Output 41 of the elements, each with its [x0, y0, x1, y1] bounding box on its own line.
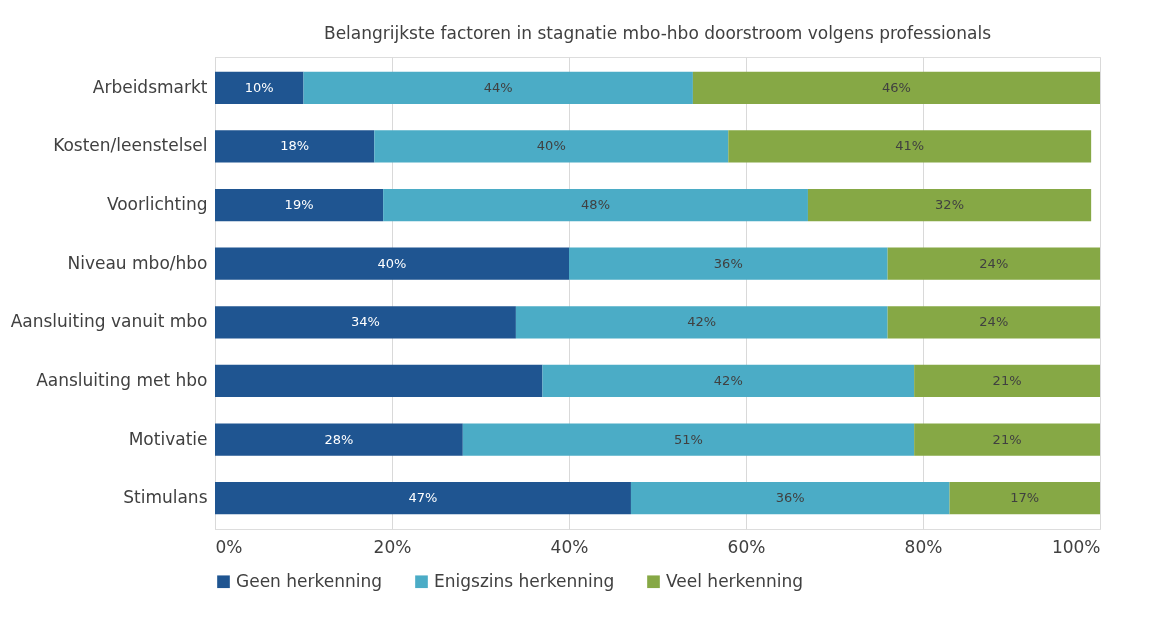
data-label: 17%: [1010, 490, 1040, 506]
data-label: 42%: [687, 314, 717, 330]
data-label: 48%: [581, 197, 610, 213]
y-tick-label: Stimulans: [123, 487, 208, 508]
x-tick-label: 80%: [904, 536, 943, 557]
data-label: 42%: [713, 372, 743, 388]
legend-label: Geen herkenning: [236, 570, 383, 591]
data-label: 10%: [244, 79, 274, 95]
x-tick-label: 40%: [550, 536, 589, 557]
x-tick-label: 0%: [215, 536, 243, 557]
data-label: 19%: [284, 197, 314, 213]
data-label: 36%: [713, 255, 743, 271]
data-label: 47%: [408, 490, 438, 506]
legend-label: Veel herkenning: [666, 570, 804, 591]
data-label: 34%: [351, 314, 380, 330]
y-tick-label: Voorlichting: [106, 194, 208, 215]
data-label: 28%: [324, 431, 354, 447]
x-tick-label: 60%: [727, 536, 766, 557]
data-label: 18%: [280, 138, 310, 154]
y-tick-label: Arbeidsmarkt: [92, 76, 208, 97]
y-tick-label: Niveau mbo/hbo: [67, 252, 208, 273]
y-tick-label: Aansluiting met hbo: [36, 369, 208, 390]
y-tick-label: Motivatie: [128, 428, 208, 449]
data-label: 51%: [674, 431, 703, 447]
data-label: 46%: [882, 79, 911, 95]
x-tick-label: 20%: [373, 536, 412, 557]
y-tick-label: Aansluiting vanuit mbo: [10, 311, 208, 332]
legend-label: Enigszins herkenning: [434, 570, 615, 591]
data-label: 44%: [483, 79, 513, 95]
data-label: 24%: [979, 255, 1009, 271]
data-label: 36%: [775, 490, 805, 506]
data-label: 24%: [979, 314, 1009, 330]
chart-title: Belangrijkste factoren in stagnatie mbo-hbo doorstroom volgens professionals: [323, 23, 992, 43]
data-label: 40%: [536, 138, 566, 154]
data-label: 21%: [992, 372, 1022, 388]
data-label: 40%: [377, 255, 407, 271]
y-tick-label: Kosten/leenstelsel: [53, 135, 208, 156]
data-label: 21%: [992, 431, 1022, 447]
data-label: 41%: [895, 138, 925, 154]
data-label: 32%: [935, 197, 964, 213]
x-tick-label: 100%: [1051, 536, 1101, 557]
